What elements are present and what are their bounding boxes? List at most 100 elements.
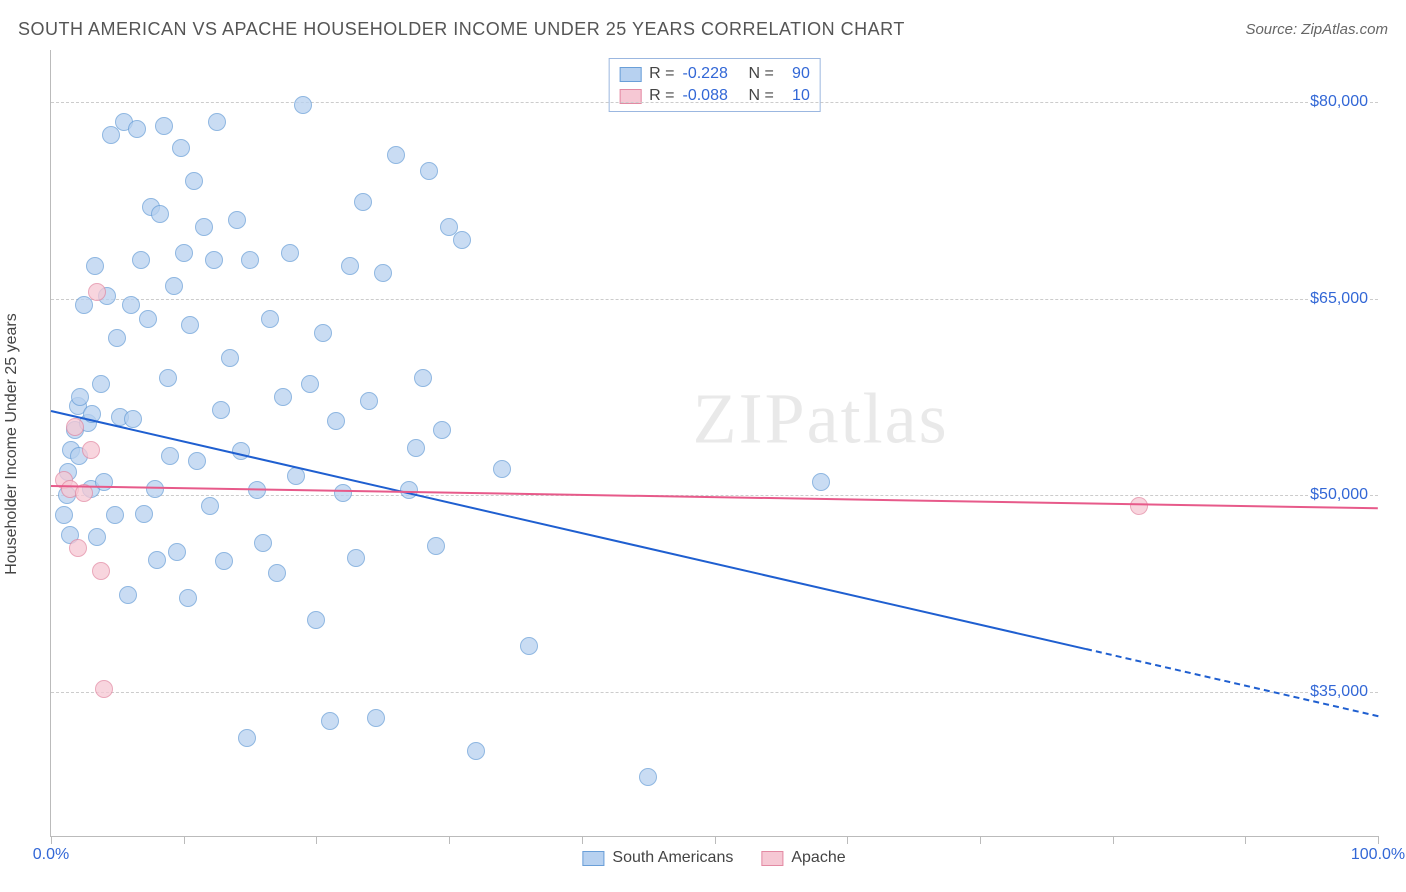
trend-line <box>51 410 1086 650</box>
legend-n-label: N = <box>749 65 774 83</box>
scatter-point <box>71 388 89 406</box>
chart-header: SOUTH AMERICAN VS APACHE HOUSEHOLDER INC… <box>18 14 1388 44</box>
scatter-point <box>453 231 471 249</box>
x-tick <box>582 836 583 844</box>
scatter-point <box>92 375 110 393</box>
y-axis-label: Householder Income Under 25 years <box>3 313 21 574</box>
scatter-point <box>360 392 378 410</box>
x-tick <box>449 836 450 844</box>
scatter-point <box>274 388 292 406</box>
scatter-point <box>1130 497 1148 515</box>
scatter-point <box>414 369 432 387</box>
series-legend-item: Apache <box>761 849 845 867</box>
scatter-point <box>88 528 106 546</box>
scatter-point <box>172 139 190 157</box>
scatter-point <box>261 310 279 328</box>
scatter-point <box>139 310 157 328</box>
scatter-point <box>119 586 137 604</box>
scatter-point <box>420 162 438 180</box>
scatter-point <box>161 447 179 465</box>
x-tick-label: 100.0% <box>1351 846 1405 864</box>
scatter-point <box>334 484 352 502</box>
scatter-point <box>132 251 150 269</box>
legend-row: R =-0.088N =10 <box>619 85 810 107</box>
scatter-point <box>221 349 239 367</box>
scatter-point <box>201 497 219 515</box>
scatter-point <box>95 473 113 491</box>
scatter-point <box>228 211 246 229</box>
scatter-point <box>185 172 203 190</box>
scatter-point <box>433 421 451 439</box>
scatter-point <box>407 439 425 457</box>
scatter-point <box>307 611 325 629</box>
scatter-point <box>215 552 233 570</box>
chart-source: Source: ZipAtlas.com <box>1245 21 1388 38</box>
scatter-point <box>181 316 199 334</box>
scatter-point <box>212 401 230 419</box>
scatter-point <box>341 257 359 275</box>
scatter-point <box>812 473 830 491</box>
scatter-point <box>520 637 538 655</box>
plot-area: ZIPatlas R =-0.228N =90R =-0.088N =10 $3… <box>50 50 1378 837</box>
y-tick-label: $65,000 <box>1308 290 1370 308</box>
scatter-point <box>82 441 100 459</box>
series-name: South Americans <box>612 849 733 867</box>
legend-swatch <box>619 67 641 82</box>
scatter-point <box>374 264 392 282</box>
scatter-point <box>159 369 177 387</box>
x-tick <box>1245 836 1246 844</box>
legend-swatch <box>619 89 641 104</box>
scatter-point <box>88 283 106 301</box>
scatter-point <box>301 375 319 393</box>
scatter-point <box>102 126 120 144</box>
scatter-point <box>639 768 657 786</box>
x-tick <box>316 836 317 844</box>
scatter-point <box>128 120 146 138</box>
scatter-point <box>148 551 166 569</box>
legend-r-label: R = <box>649 65 674 83</box>
legend-r-value: -0.228 <box>683 65 741 83</box>
gridline <box>51 102 1378 103</box>
scatter-point <box>354 193 372 211</box>
y-tick-label: $80,000 <box>1308 93 1370 111</box>
series-legend-item: South Americans <box>582 849 733 867</box>
scatter-point <box>122 296 140 314</box>
scatter-point <box>205 251 223 269</box>
scatter-point <box>69 539 87 557</box>
scatter-point <box>281 244 299 262</box>
gridline <box>51 299 1378 300</box>
scatter-point <box>327 412 345 430</box>
scatter-point <box>124 410 142 428</box>
plot-container: Householder Income Under 25 years ZIPatl… <box>50 50 1378 837</box>
x-tick-label: 0.0% <box>33 846 69 864</box>
legend-swatch <box>761 851 783 866</box>
x-tick <box>184 836 185 844</box>
scatter-point <box>321 712 339 730</box>
scatter-point <box>238 729 256 747</box>
scatter-point <box>151 205 169 223</box>
scatter-point <box>155 117 173 135</box>
scatter-point <box>165 277 183 295</box>
scatter-point <box>427 537 445 555</box>
scatter-point <box>92 562 110 580</box>
scatter-point <box>493 460 511 478</box>
legend-swatch <box>582 851 604 866</box>
x-tick <box>715 836 716 844</box>
scatter-point <box>347 549 365 567</box>
scatter-point <box>135 505 153 523</box>
scatter-point <box>66 418 84 436</box>
x-tick <box>847 836 848 844</box>
y-tick-label: $50,000 <box>1308 486 1370 504</box>
scatter-point <box>179 589 197 607</box>
scatter-point <box>168 543 186 561</box>
scatter-point <box>55 506 73 524</box>
scatter-point <box>108 329 126 347</box>
scatter-point <box>195 218 213 236</box>
scatter-point <box>95 680 113 698</box>
scatter-point <box>294 96 312 114</box>
scatter-point <box>241 251 259 269</box>
scatter-point <box>268 564 286 582</box>
scatter-point <box>254 534 272 552</box>
gridline <box>51 692 1378 693</box>
y-tick-label: $35,000 <box>1308 683 1370 701</box>
